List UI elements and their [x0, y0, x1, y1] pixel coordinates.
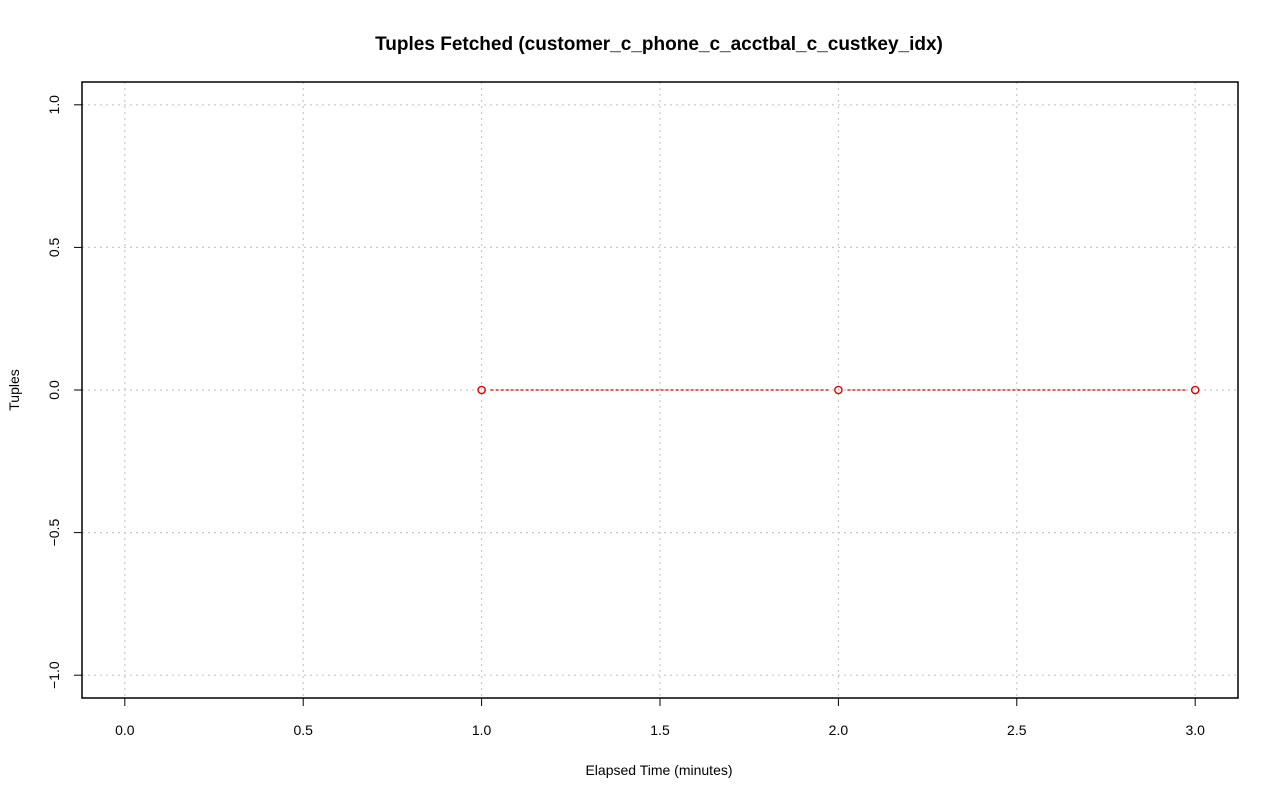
x-tick-label: 0.0	[115, 722, 135, 738]
y-axis: −1.0 −0.5 0.0 0.5 1.0	[46, 95, 82, 689]
grid	[82, 82, 1238, 698]
x-tick-label: 3.0	[1185, 722, 1205, 738]
chart-title: Tuples Fetched (customer_c_phone_c_acctb…	[375, 34, 943, 55]
y-tick-label: 0.0	[46, 380, 62, 400]
y-tick-label: −1.0	[46, 661, 62, 689]
data-point	[834, 385, 843, 395]
y-tick-label: 1.0	[46, 95, 62, 115]
y-tick-label: 0.5	[46, 237, 62, 257]
x-axis: 0.0 0.5 1.0 1.5 2.0 2.5 3.0	[115, 697, 1205, 738]
y-axis-label: Tuples	[6, 369, 22, 411]
x-tick-label: 2.5	[1007, 722, 1027, 738]
x-tick-label: 0.5	[293, 722, 313, 738]
x-axis-label: Elapsed Time (minutes)	[585, 762, 732, 778]
x-tick-label: 1.0	[472, 722, 492, 738]
data-point	[477, 385, 486, 395]
x-tick-label: 1.5	[650, 722, 670, 738]
data-point	[1190, 385, 1200, 395]
series-layer	[477, 385, 1200, 395]
x-tick-label: 2.0	[829, 722, 849, 738]
y-tick-label: −0.5	[46, 519, 62, 547]
